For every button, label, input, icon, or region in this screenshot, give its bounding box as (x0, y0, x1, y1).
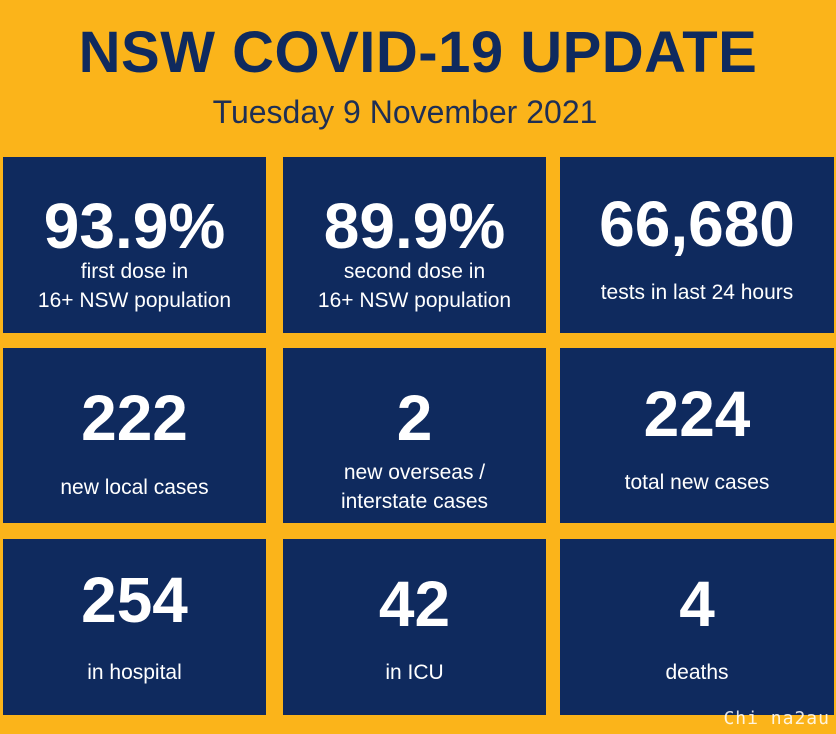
watermark: Chi na2au (723, 708, 830, 729)
tile-label: interstate cases (340, 490, 489, 513)
tile-label: 16+ NSW population (37, 289, 232, 312)
tile-deaths: 4 deaths (560, 539, 834, 715)
tile-value: 224 (643, 378, 751, 450)
tile-value: 222 (81, 382, 188, 454)
tile-label: tests in last 24 hours (600, 281, 794, 304)
tile-label: deaths (665, 661, 729, 684)
page-title: NSW COVID-19 UPDATE (78, 20, 758, 85)
tile-label: second dose in (343, 260, 486, 283)
tile-first-dose: 93.9% first dose in 16+ NSW population (3, 157, 266, 333)
tile-value: 66,680 (599, 188, 795, 260)
tile-icu: 42 in ICU (283, 539, 546, 715)
tile-label: 16+ NSW population (317, 289, 512, 312)
tile-local-cases: 222 new local cases (3, 348, 266, 523)
tile-label: new local cases (60, 476, 209, 499)
tile-second-dose: 89.9% second dose in 16+ NSW population (283, 157, 546, 333)
tile-value: 2 (396, 382, 433, 454)
tile-label: first dose in (80, 260, 189, 283)
tile-overseas-cases: 2 new overseas / interstate cases (283, 348, 546, 523)
tile-label: in hospital (87, 661, 182, 684)
tile-label: in ICU (385, 661, 444, 684)
tile-value: 4 (679, 568, 715, 640)
tile-label: new overseas / (343, 461, 486, 484)
tile-value: 254 (81, 564, 188, 636)
tile-hospital: 254 in hospital (3, 539, 266, 715)
tile-value: 89.9% (323, 190, 506, 262)
tile-value: 42 (378, 568, 451, 640)
stats-grid: 93.9% first dose in 16+ NSW population 8… (2, 157, 834, 717)
tile-value: 93.9% (43, 190, 226, 262)
tile-tests: 66,680 tests in last 24 hours (560, 157, 834, 333)
update-date: Tuesday 9 November 2021 (212, 94, 598, 130)
tile-total-cases: 224 total new cases (560, 348, 834, 523)
tile-label: total new cases (624, 471, 770, 494)
